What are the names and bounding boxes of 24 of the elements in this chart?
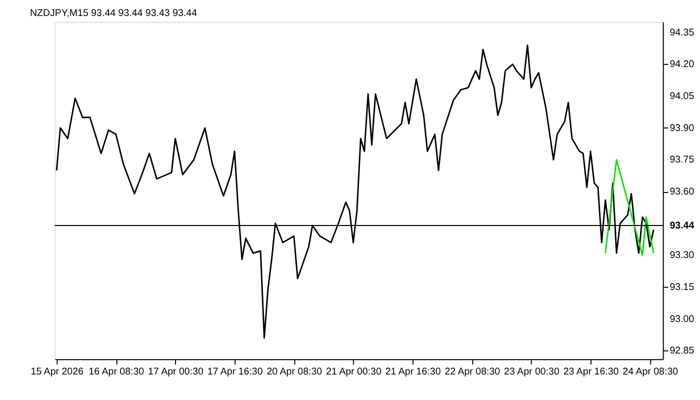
x-tick-label: 16 Apr 08:30 [88,366,145,378]
y-tick-label: 94.35 [670,27,695,38]
y-tick-label: 93.30 [670,250,695,262]
x-tick-label: 17 Apr 00:30 [148,366,204,378]
y-tick-label: 94.05 [670,91,695,102]
x-tick-label: 22 Apr 08:30 [444,366,501,378]
line-series [604,159,654,256]
y-tick-label: 93.90 [670,122,695,134]
chart-title: NZDJPY,M15 93.44 93.44 93.43 93.44 [30,8,198,20]
x-tick-label: 21 Apr 00:30 [326,366,382,378]
x-tick-label: 15 Apr 2026 [30,366,84,378]
y-tick-label: 93.15 [670,282,695,293]
x-tick-label: 21 Apr 16:30 [385,366,442,378]
y-tick-label: 93.75 [670,154,695,166]
x-tick-label: 23 Apr 00:30 [504,366,560,378]
y-tick-label: 92.85 [670,346,695,357]
x-tick-label: 24 Apr 08:30 [622,366,679,378]
ref-line-label: 93.44 [670,220,695,232]
y-tick-label: 93.60 [670,186,695,198]
x-tick-label: 20 Apr 08:30 [266,366,323,378]
x-tick-label: 23 Apr 16:30 [563,366,620,378]
x-tick-label: 17 Apr 16:30 [207,366,264,378]
y-tick-label: 93.00 [670,314,695,325]
y-tick-label: 94.20 [670,59,695,70]
